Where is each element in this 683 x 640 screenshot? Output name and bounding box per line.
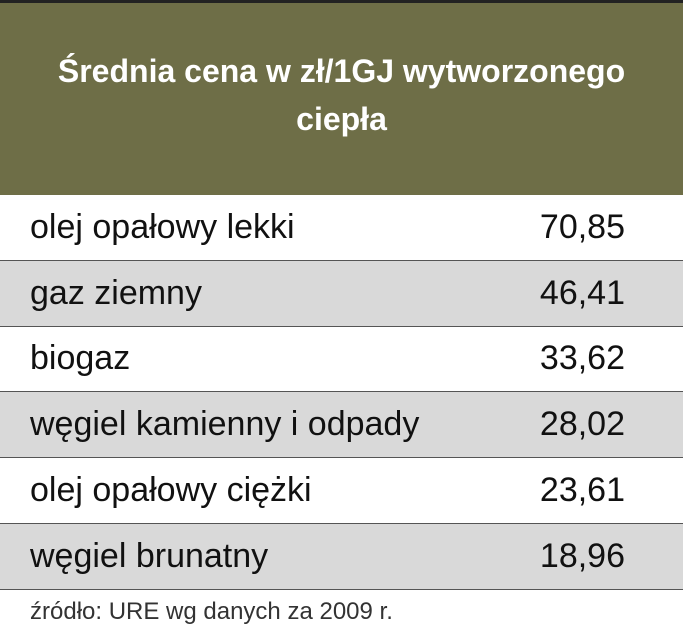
table-row: węgiel kamienny i odpady 28,02 bbox=[0, 392, 683, 459]
table-row: gaz ziemny 46,41 bbox=[0, 260, 683, 327]
table: olej opałowy lekki 70,85 gaz ziemny 46,41 bi… bbox=[0, 195, 683, 590]
source-note: źródło: URE wg danych za 2009 r. bbox=[30, 598, 393, 625]
row-value: 46,41 bbox=[539, 273, 625, 312]
row-label: węgiel brunatny bbox=[30, 536, 269, 575]
row-label: olej opałowy lekki bbox=[30, 207, 295, 246]
header: Średnia cena w zł/1GJ wytworzonego ciepł… bbox=[0, 0, 683, 195]
table-row: olej opałowy ciężki 23,61 bbox=[0, 458, 683, 524]
row-label: biogaz bbox=[30, 339, 131, 378]
row-value: 23,61 bbox=[539, 471, 625, 510]
row-label: węgiel kamienny i odpady bbox=[30, 405, 420, 444]
row-value: 28,02 bbox=[539, 405, 625, 444]
row-label: gaz ziemny bbox=[30, 273, 202, 312]
row-label: olej opałowy ciężki bbox=[30, 471, 312, 510]
table-row: biogaz 33,62 bbox=[0, 327, 683, 393]
title: Średnia cena w zł/1GJ wytworzonego ciepł… bbox=[57, 53, 626, 137]
row-value: 18,96 bbox=[539, 536, 625, 575]
row-value: 70,85 bbox=[539, 207, 625, 246]
table-row: węgiel brunatny 18,96 bbox=[0, 523, 683, 590]
row-value: 33,62 bbox=[539, 339, 625, 378]
table-row: olej opałowy lekki 70,85 bbox=[0, 195, 683, 261]
